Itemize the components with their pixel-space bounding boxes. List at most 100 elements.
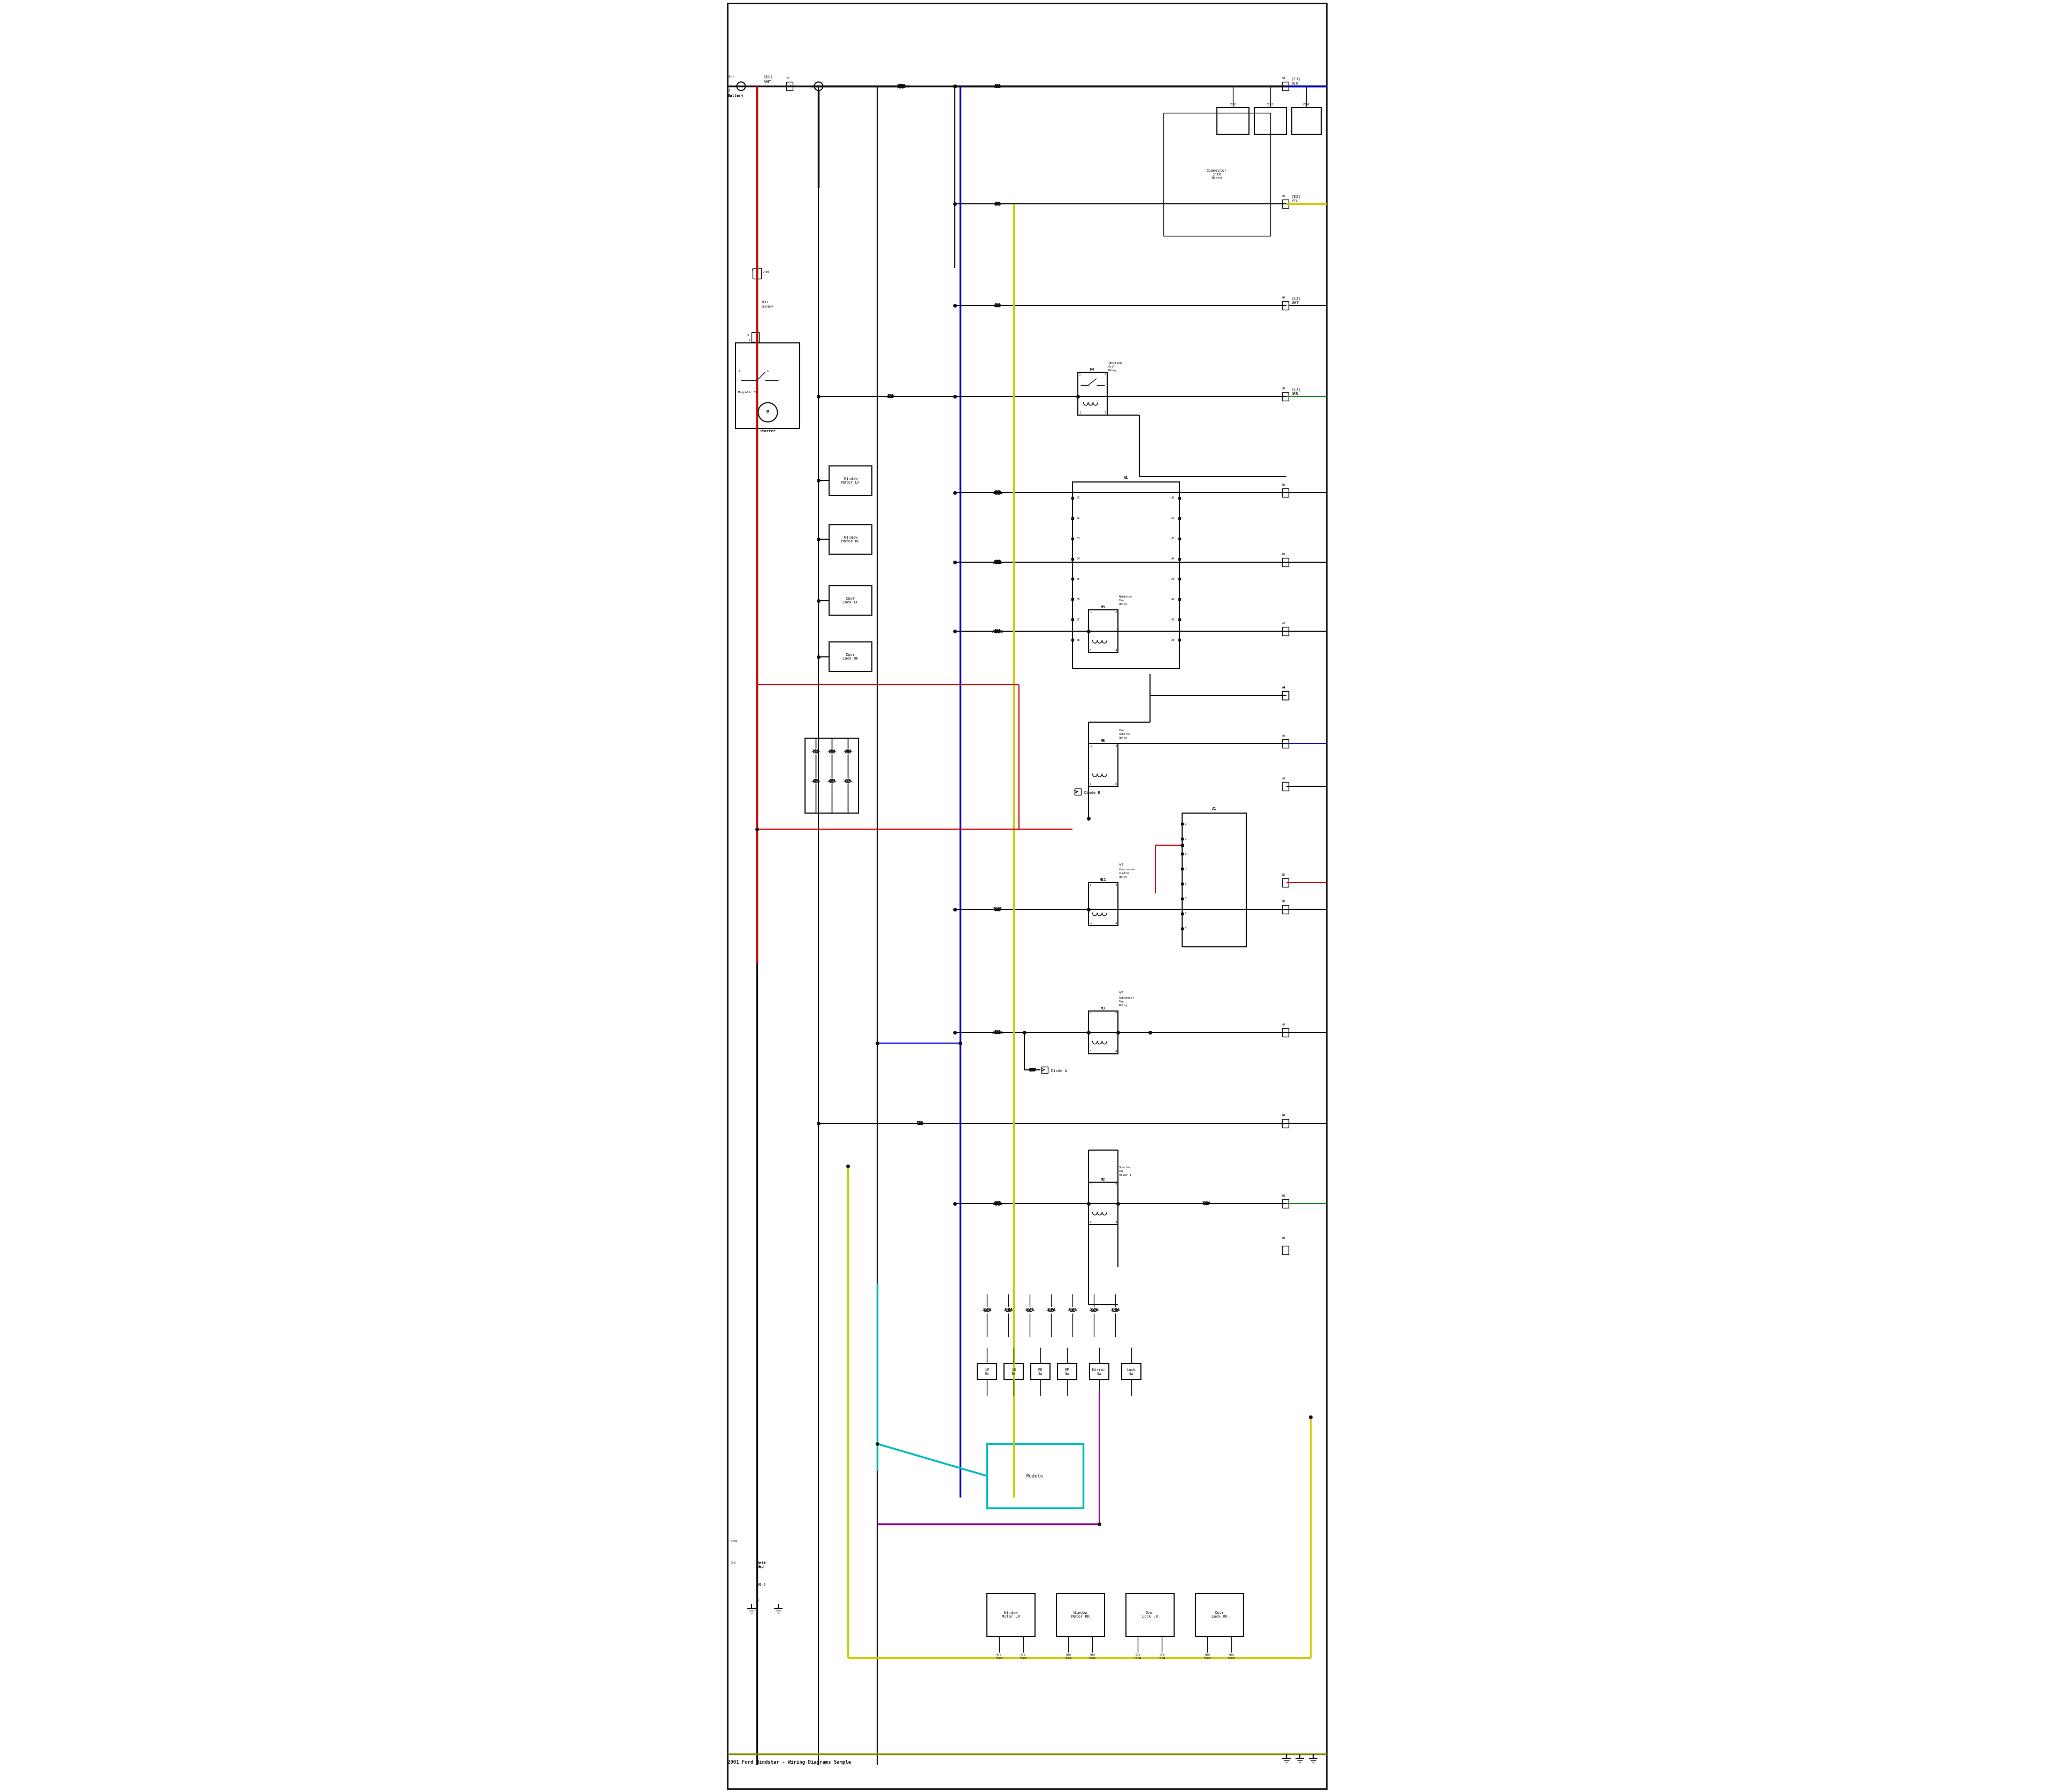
Text: 42: 42 [1282,387,1286,391]
Text: 66: 66 [1282,296,1286,299]
Text: A/C: A/C [1119,864,1124,866]
Text: Cut: Cut [1119,1170,1124,1172]
Text: A2-1: A2-1 [992,561,1002,564]
Text: A1: A1 [1124,477,1128,478]
Bar [1282,1118,1288,1127]
Text: Clutch: Clutch [1119,873,1130,874]
Text: M9: M9 [1101,606,1105,609]
Text: Coil: Coil [1109,366,1115,367]
Bar [1282,392,1288,401]
Bar [1181,814,1247,946]
Text: 7.5A: 7.5A [1089,1308,1099,1312]
Text: LR
Sw: LR Sw [1011,1369,1017,1374]
Bar [830,586,873,615]
Text: B7: B7 [1076,618,1080,622]
Bar [830,525,873,554]
Text: 10A: 10A [828,780,836,781]
Text: A21: A21 [994,86,1000,88]
Text: M8: M8 [1101,740,1105,742]
Text: Batt
Neg: Batt Neg [758,1561,766,1568]
Text: A4: A4 [1282,686,1286,690]
Bar [1004,1364,1023,1380]
Text: C200: C200 [1228,104,1237,106]
Text: A7: A7 [1171,618,1175,622]
Text: 59: 59 [1282,195,1286,197]
Bar [830,642,873,672]
Text: M: M [766,410,770,414]
Bar [986,1444,1082,1509]
Text: [EJ]: [EJ] [1292,387,1300,391]
Text: B4: B4 [813,751,817,754]
Text: RR
Sw: RR Sw [1037,1369,1043,1374]
Text: YEL: YEL [1292,199,1298,202]
Text: A2-10: A2-10 [992,1030,1002,1034]
Text: A2-11: A2-11 [992,631,1002,634]
Text: 7.5A: 7.5A [1068,1308,1076,1312]
Text: M4: M4 [1091,367,1095,371]
Bar [787,82,793,91]
Bar [1089,1364,1109,1380]
Text: P5: P5 [1006,1310,1011,1312]
Text: C201: C201 [1267,104,1273,106]
Text: Relay: Relay [1109,369,1117,371]
Text: A4: A4 [1282,686,1286,690]
Text: A3: A3 [1171,538,1175,539]
Text: 20A: 20A [813,749,820,753]
Text: Door
Lock RF: Door Lock RF [842,654,859,659]
Bar [1282,1199,1288,1208]
Text: D9: D9 [1282,1236,1286,1240]
Text: 7.5A: 7.5A [982,1308,992,1312]
Text: 30A: 30A [994,1201,1000,1204]
Text: Relay: Relay [1119,604,1128,606]
Text: M11: M11 [1099,878,1107,882]
Text: A5: A5 [1171,577,1175,581]
Text: Fan: Fan [1119,729,1124,731]
Text: P10: P10 [1111,1310,1119,1312]
Text: Relay: Relay [1119,737,1128,740]
Bar [986,1593,1035,1636]
Bar [1089,1011,1117,1054]
Text: Module: Module [1027,1473,1043,1478]
Bar [830,466,873,495]
Text: 10A: 10A [844,749,850,753]
Text: A2: A2 [1282,622,1286,625]
Text: Gnd
Plug: Gnd Plug [1228,1654,1234,1659]
Text: Gnd
Plug: Gnd Plug [1158,1654,1165,1659]
Bar [1282,487,1288,496]
Text: P6: P6 [1027,1310,1031,1312]
Text: P9: P9 [1091,1310,1097,1312]
Text: A26: A26 [994,909,1000,912]
Text: Gnd
Plug: Gnd Plug [1089,1654,1097,1659]
Text: 20A: 20A [844,780,850,781]
Bar [1058,1364,1076,1380]
Text: 15A: 15A [813,780,820,781]
Text: 1: 1 [727,90,729,91]
Text: GRN: GRN [1292,392,1298,396]
Text: Diode A: Diode A [1052,1070,1066,1072]
Text: [EJ]: [EJ] [1292,77,1300,81]
Bar [1282,1245,1288,1254]
Text: Magnetic SW: Magnetic SW [737,391,758,394]
Text: 15A: 15A [994,84,1000,88]
Text: Diode B: Diode B [1085,792,1101,794]
Text: Door
Lock RR: Door Lock RR [1212,1611,1228,1618]
Text: 7.5A: 7.5A [1045,1308,1056,1312]
Text: A8: A8 [1171,638,1175,642]
Bar [1089,1183,1117,1224]
Text: Radiator: Radiator [1119,595,1134,599]
Text: A16: A16 [887,396,893,398]
Text: Gnd
Plug: Gnd Plug [1134,1654,1142,1659]
Bar [1121,1364,1140,1380]
Bar [1282,627,1288,636]
Bar [735,342,799,428]
Text: B8: B8 [1076,638,1080,642]
Text: A4: A4 [1171,557,1175,561]
Text: BLU: BLU [1292,82,1298,86]
Text: 60A: 60A [994,491,1000,493]
Text: B4: B4 [1076,557,1080,561]
Text: WHT: WHT [764,81,770,84]
Bar [1282,905,1288,914]
Bar [1089,609,1117,652]
Text: Compressor: Compressor [1119,867,1136,871]
Bar [1163,113,1269,237]
